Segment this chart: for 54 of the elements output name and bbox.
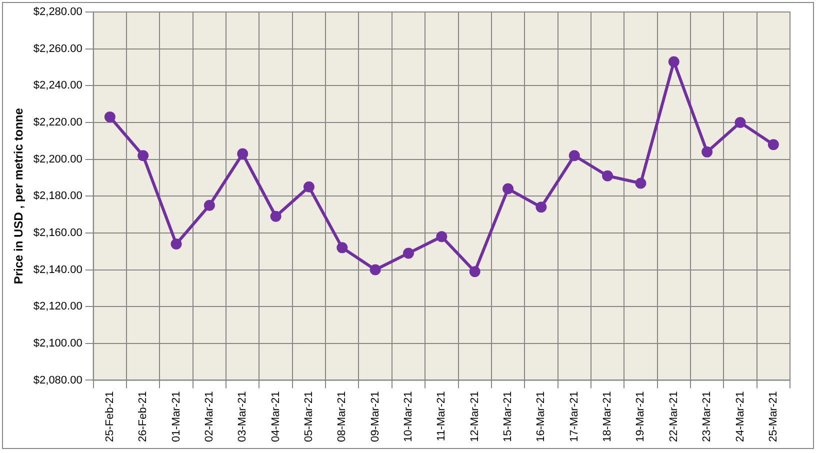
x-tick-label: 16-Mar-21 [535,391,548,442]
point [237,148,248,160]
point [303,181,314,192]
x-tick-label: 09-Mar-21 [369,391,382,442]
y-tick-label: $2,160.00 [33,226,82,239]
point [402,248,414,259]
x-tick-label: 25-Feb-21 [104,391,116,442]
x-tick-label: 25-Mar-21 [767,391,780,442]
x-tick-label: 10-Mar-21 [402,391,415,442]
y-tick-label: $2,240.00 [33,80,82,92]
x-tick-label: 17-Mar-21 [568,391,580,442]
x-tick-label: 26-Feb-21 [137,391,150,442]
point [104,111,116,122]
x-tick-label: 11-Mar-21 [436,391,448,442]
y-tick-label: $2,120.00 [33,300,82,313]
point [204,200,215,211]
y-tick-label: $2,100.00 [33,337,82,350]
x-tick-label: 22-Mar-21 [668,391,680,442]
x-tick-label: 03-Mar-21 [236,391,249,442]
point [734,116,746,128]
y-axis-title: Price in USD , per metric tonne [12,108,26,284]
point [138,150,149,162]
x-tick-label: 18-Mar-21 [602,391,614,442]
y-tick-label: $2,220.00 [33,116,82,129]
x-tick-label: 24-Mar-21 [734,391,746,442]
x-tick-label: 05-Mar-21 [303,391,315,442]
point [370,264,381,276]
y-tick-label: $2,280.00 [33,6,82,18]
y-tick-label: $2,200.00 [33,153,82,166]
y-tick-label: $2,180.00 [33,190,82,202]
point [469,266,480,278]
y-tick-label: $2,080.00 [33,374,82,386]
point [536,202,547,213]
point [436,231,448,242]
point [568,150,580,162]
x-tick-label: 08-Mar-21 [336,391,348,442]
point [336,242,348,254]
x-tick-label: 19-Mar-21 [634,391,647,442]
x-tick-label: 23-Mar-21 [701,391,714,442]
x-tick-label: 12-Mar-21 [468,391,481,442]
point [702,146,713,158]
point [635,178,646,189]
y-tick-label: $2,260.00 [33,42,82,55]
x-tick-label: 02-Mar-21 [203,391,216,442]
x-tick-label: 01-Mar-21 [170,391,182,442]
point [502,183,514,194]
point [768,139,779,150]
x-tick-label: 15-Mar-21 [502,391,514,442]
point [602,170,614,182]
point [668,56,680,68]
x-tick-label: 04-Mar-21 [270,391,282,442]
point [270,210,282,222]
y-tick-label: $2,140.00 [33,264,82,276]
point [170,238,182,250]
